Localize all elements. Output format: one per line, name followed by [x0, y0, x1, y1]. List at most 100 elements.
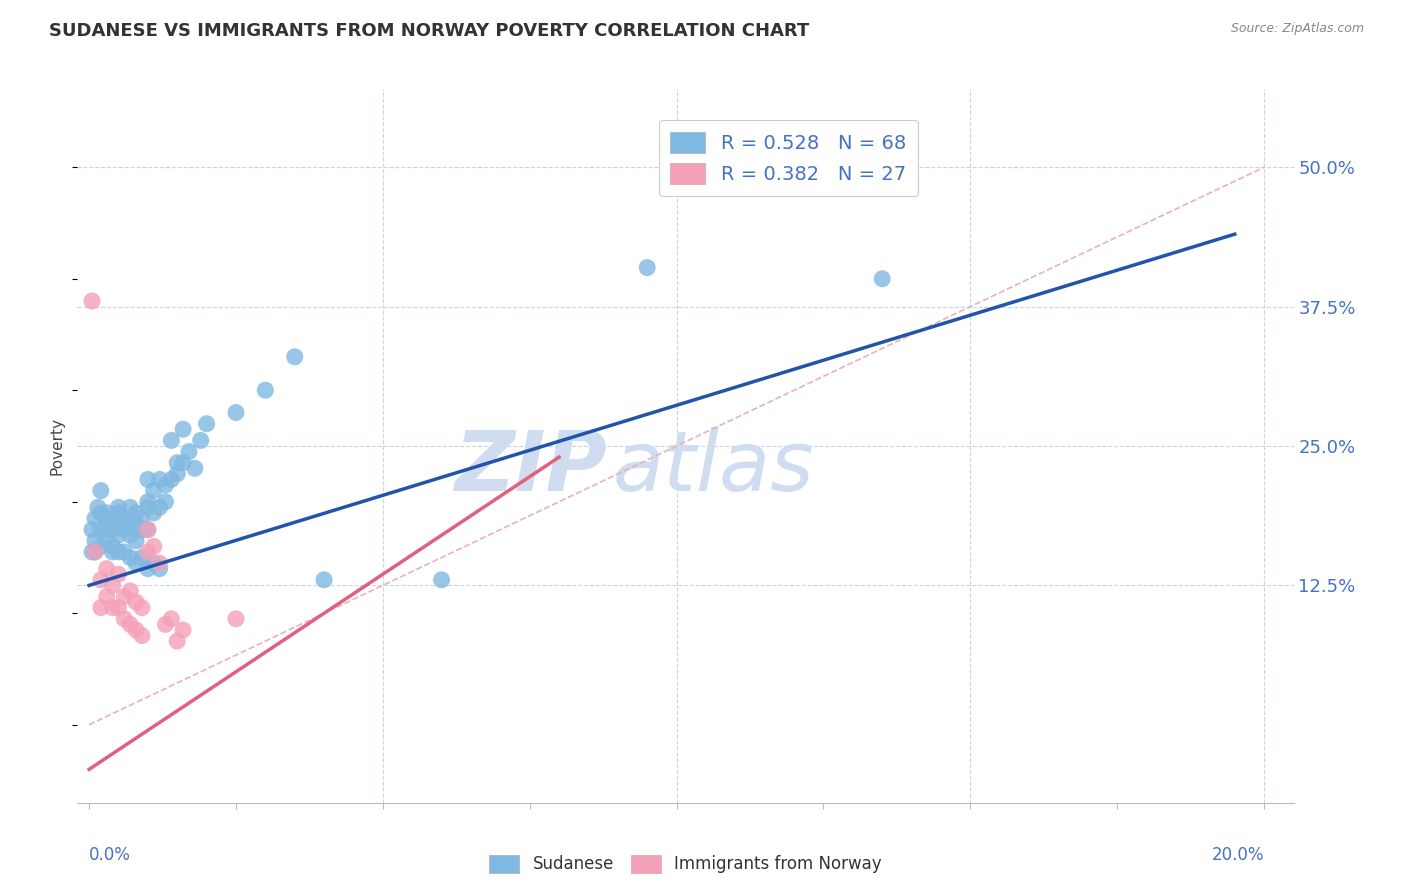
Point	[190, 434, 212, 448]
Text: ZIP: ZIP	[454, 427, 606, 508]
Legend: Sudanese, Immigrants from Norway: Sudanese, Immigrants from Norway	[482, 848, 889, 880]
Point	[120, 528, 142, 542]
Point	[142, 556, 165, 570]
Point	[107, 500, 129, 515]
Point	[149, 500, 172, 515]
Point	[84, 545, 107, 559]
Point	[107, 511, 129, 525]
Point	[96, 511, 118, 525]
Point	[225, 612, 247, 626]
Point	[131, 511, 153, 525]
Point	[131, 628, 153, 642]
Point	[166, 456, 188, 470]
Point	[430, 573, 453, 587]
Point	[136, 472, 159, 486]
Text: atlas: atlas	[613, 427, 814, 508]
Point	[136, 523, 159, 537]
Point	[160, 472, 183, 486]
Point	[149, 472, 172, 486]
Point	[125, 595, 148, 609]
Point	[107, 545, 129, 559]
Point	[870, 271, 893, 285]
Point	[125, 506, 148, 520]
Point	[96, 590, 118, 604]
Point	[101, 523, 124, 537]
Point	[80, 293, 103, 308]
Point	[166, 634, 188, 648]
Point	[636, 260, 658, 275]
Point	[112, 516, 135, 531]
Point	[142, 506, 165, 520]
Point	[125, 623, 148, 637]
Point	[131, 550, 153, 565]
Point	[96, 523, 118, 537]
Point	[225, 405, 247, 419]
Point	[120, 550, 142, 565]
Text: SUDANESE VS IMMIGRANTS FROM NORWAY POVERTY CORRELATION CHART: SUDANESE VS IMMIGRANTS FROM NORWAY POVER…	[49, 22, 810, 40]
Point	[172, 422, 194, 436]
Point	[142, 483, 165, 498]
Point	[87, 500, 110, 515]
Point	[84, 511, 107, 525]
Point	[101, 578, 124, 592]
Point	[125, 556, 148, 570]
Point	[172, 456, 194, 470]
Point	[149, 556, 172, 570]
Point	[136, 562, 159, 576]
Point	[155, 478, 177, 492]
Point	[80, 545, 103, 559]
Point	[90, 539, 112, 553]
Point	[90, 506, 112, 520]
Point	[84, 545, 107, 559]
Point	[96, 506, 118, 520]
Point	[112, 612, 135, 626]
Point	[314, 573, 336, 587]
Point	[136, 545, 159, 559]
Text: 0.0%: 0.0%	[89, 846, 131, 863]
Point	[120, 516, 142, 531]
Point	[80, 523, 103, 537]
Y-axis label: Poverty: Poverty	[49, 417, 65, 475]
Point	[136, 500, 159, 515]
Point	[125, 516, 148, 531]
Point	[125, 533, 148, 548]
Point	[142, 539, 165, 553]
Point	[166, 467, 188, 481]
Point	[136, 523, 159, 537]
Point	[101, 539, 124, 553]
Point	[120, 500, 142, 515]
Point	[112, 523, 135, 537]
Point	[107, 528, 129, 542]
Point	[101, 545, 124, 559]
Text: 20.0%: 20.0%	[1212, 846, 1264, 863]
Point	[96, 533, 118, 548]
Point	[184, 461, 207, 475]
Point	[112, 590, 135, 604]
Point	[131, 523, 153, 537]
Point	[172, 623, 194, 637]
Point	[107, 506, 129, 520]
Point	[120, 583, 142, 598]
Point	[84, 533, 107, 548]
Point	[160, 434, 183, 448]
Point	[155, 494, 177, 508]
Point	[112, 511, 135, 525]
Point	[254, 383, 277, 397]
Point	[107, 567, 129, 582]
Point	[112, 545, 135, 559]
Point	[101, 511, 124, 525]
Point	[155, 617, 177, 632]
Point	[131, 600, 153, 615]
Point	[149, 562, 172, 576]
Point	[101, 600, 124, 615]
Point	[195, 417, 218, 431]
Point	[96, 562, 118, 576]
Point	[90, 483, 112, 498]
Point	[90, 573, 112, 587]
Point	[136, 494, 159, 508]
Point	[120, 617, 142, 632]
Point	[284, 350, 307, 364]
Point	[160, 612, 183, 626]
Point	[90, 600, 112, 615]
Point	[177, 444, 200, 458]
